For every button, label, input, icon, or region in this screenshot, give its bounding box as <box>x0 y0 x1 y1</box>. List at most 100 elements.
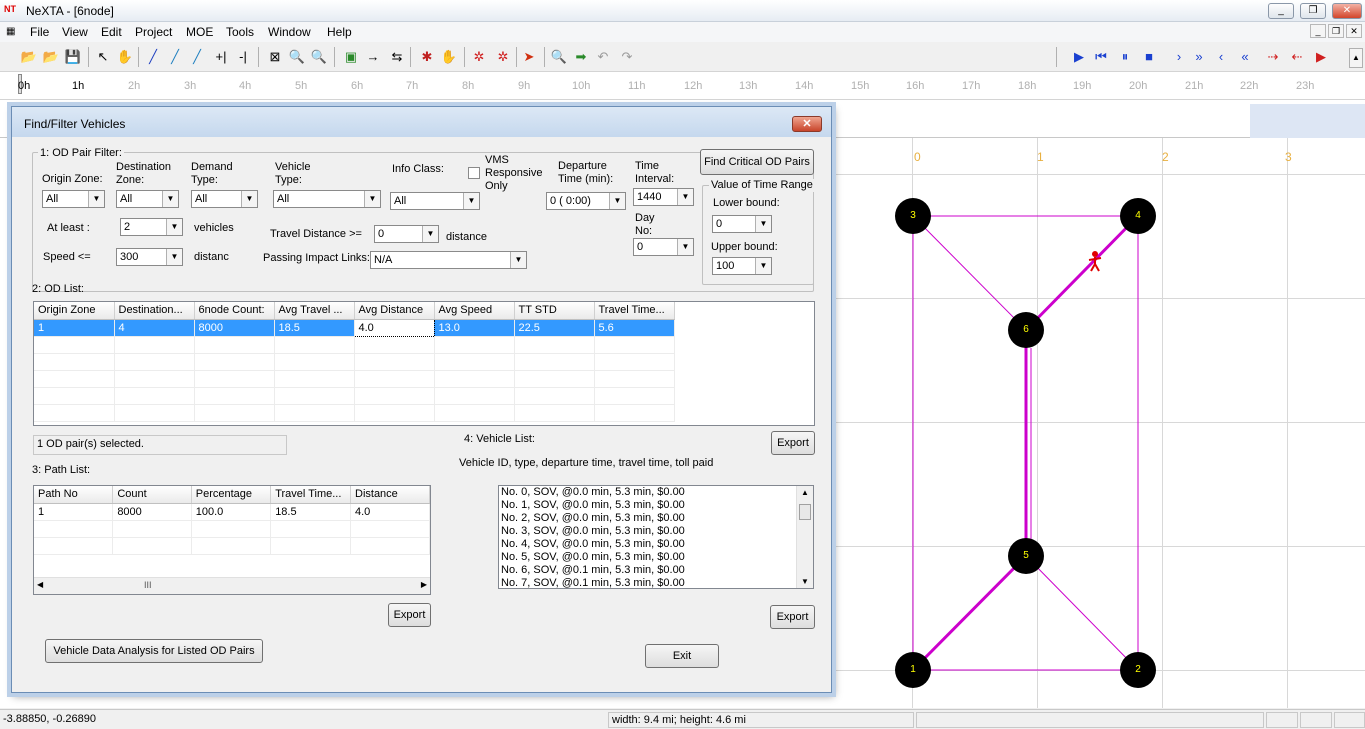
fast-forward-icon[interactable]: » <box>1195 49 1203 64</box>
list-item[interactable]: No. 7, SOV, @0.1 min, 5.3 min, $0.00 <box>501 577 685 589</box>
pause-icon[interactable]: ⏸ <box>1121 49 1129 64</box>
scroll-thumb[interactable] <box>799 504 811 520</box>
network-map[interactable]: 0 1 2 3 3 4 6 5 1 2 <box>832 138 1365 708</box>
vehicle-type-select[interactable]: All ▼ <box>273 190 381 208</box>
column-header[interactable]: 6node Count: <box>194 302 275 320</box>
column-header[interactable]: Travel Time... <box>594 302 675 320</box>
fast-back-icon[interactable]: « <box>1241 49 1249 64</box>
menu-help[interactable]: Help <box>327 25 352 39</box>
list-item[interactable]: No. 1, SOV, @0.0 min, 5.3 min, $0.00 <box>501 499 685 511</box>
stop-icon[interactable]: ■ <box>1145 49 1153 64</box>
destination-star-icon[interactable]: ✲ <box>497 49 509 64</box>
zoom-extent-icon[interactable]: ⊠ <box>269 49 281 64</box>
find-critical-od-pairs-button[interactable]: Find Critical OD Pairs <box>700 149 814 175</box>
at-least-select[interactable]: 2 ▼ <box>120 218 183 236</box>
doc-icon[interactable]: ▦ <box>6 26 16 37</box>
export-arrow-icon[interactable]: ➡ <box>575 49 587 64</box>
menu-project[interactable]: Project <box>135 25 173 39</box>
table-row[interactable]: 1 8000 100.0 18.5 4.0 <box>34 503 430 521</box>
menu-moe[interactable]: MOE <box>186 25 214 39</box>
draw-link-plus-icon[interactable]: ╱ <box>171 49 179 64</box>
zoom-out-icon[interactable]: 🔍 <box>310 49 328 64</box>
table-row[interactable]: 1 4 8000 18.5 4.0 13.0 22.5 5.6 <box>34 318 675 337</box>
open-folder-icon[interactable]: 📂 <box>20 49 38 64</box>
menu-edit[interactable]: Edit <box>101 25 122 39</box>
info-class-select[interactable]: All ▼ <box>390 192 480 210</box>
table-cell[interactable]: 13.0 <box>434 319 515 337</box>
table-cell[interactable]: 8000 <box>194 319 275 337</box>
column-header[interactable]: Avg Travel ... <box>274 302 355 320</box>
scroll-thumb[interactable]: III <box>144 580 152 590</box>
undo-icon[interactable]: ↶ <box>597 49 609 64</box>
od-list-grid[interactable]: Origin Zone Destination... 6node Count: … <box>33 301 815 426</box>
time-interval-select[interactable]: 1440 ▼ <box>633 188 694 206</box>
column-header[interactable]: Origin Zone <box>34 302 115 320</box>
menu-tools[interactable]: Tools <box>226 25 255 39</box>
rewind-start-icon[interactable]: ⏮ <box>1095 49 1107 64</box>
vehicle-export-top-button[interactable]: Export <box>771 431 815 455</box>
menu-file[interactable]: File <box>30 25 50 39</box>
timeline-slider-handle[interactable] <box>18 74 22 94</box>
speed-select[interactable]: 300 ▼ <box>116 248 183 266</box>
save-icon[interactable]: 💾 <box>64 49 82 64</box>
vehicle-listbox[interactable]: No. 0, SOV, @0.0 min, 5.3 min, $0.00 No.… <box>498 485 814 589</box>
vehicle-list-vscrollbar[interactable]: ▲ ▼ <box>796 486 813 588</box>
table-cell[interactable]: 4 <box>114 319 195 337</box>
table-cell[interactable]: 1 <box>34 503 114 521</box>
step-forward-icon[interactable]: › <box>1176 49 1182 64</box>
redo-icon[interactable]: ↷ <box>621 49 633 64</box>
table-cell[interactable]: 5.6 <box>594 319 675 337</box>
dialog-close-button[interactable]: ✕ <box>792 116 822 132</box>
column-header[interactable]: Count <box>112 486 192 504</box>
column-header[interactable]: Avg Distance <box>354 302 435 320</box>
node-5[interactable]: 5 <box>1008 538 1044 574</box>
add-node-icon[interactable]: +| <box>215 49 227 64</box>
play-icon[interactable]: ▶ <box>1074 49 1084 64</box>
departure-time-select[interactable]: 0 ( 0:00) ▼ <box>546 192 626 210</box>
origin-zone-select[interactable]: All ▼ <box>42 190 105 208</box>
vehicle-path-icon[interactable]: ➤ <box>523 49 535 64</box>
column-header[interactable]: Path No <box>34 486 114 504</box>
column-header[interactable]: Avg Speed <box>434 302 515 320</box>
jump-back-icon[interactable]: ⇠ <box>1291 49 1303 64</box>
table-cell[interactable]: 4.0 <box>350 503 430 521</box>
lower-bound-select[interactable]: 0 ▼ <box>712 215 772 233</box>
table-cell[interactable]: 4.0 <box>353 318 435 337</box>
exit-button[interactable]: Exit <box>645 644 719 668</box>
mdi-restore-button[interactable]: ❐ <box>1328 24 1344 38</box>
path-list-hscrollbar[interactable]: ◀ III ▶ <box>34 577 430 594</box>
upper-bound-select[interactable]: 100 ▼ <box>712 257 772 275</box>
vehicle-data-analysis-button[interactable]: Vehicle Data Analysis for Listed OD Pair… <box>45 639 263 663</box>
table-cell[interactable]: 100.0 <box>191 503 272 521</box>
bidirectional-arrow-icon[interactable]: ⇆ <box>391 49 403 64</box>
node-1[interactable]: 1 <box>895 652 931 688</box>
day-no-select[interactable]: 0 ▼ <box>633 238 694 256</box>
vms-responsive-checkbox[interactable] <box>468 167 480 179</box>
jump-forward-icon[interactable]: ⇢ <box>1267 49 1279 64</box>
demand-type-select[interactable]: All ▼ <box>191 190 258 208</box>
pan-hand-icon[interactable]: ✋ <box>116 49 134 64</box>
passing-links-select[interactable]: N/A ▼ <box>370 251 527 269</box>
travel-distance-select[interactable]: 0 ▼ <box>374 225 439 243</box>
column-header[interactable]: Travel Time... <box>270 486 351 504</box>
vehicle-export-bottom-button[interactable]: Export <box>770 605 815 629</box>
column-header[interactable]: Percentage <box>191 486 272 504</box>
zoom-in-icon[interactable]: 🔍 <box>288 49 306 64</box>
timeline-ruler[interactable]: 0h 1h 2h 3h 4h 5h 6h 7h 8h 9h 10h 11h 12… <box>0 72 1365 100</box>
maximize-button[interactable]: ❐ <box>1300 3 1326 19</box>
list-item[interactable]: No. 0, SOV, @0.0 min, 5.3 min, $0.00 <box>501 486 685 498</box>
table-cell[interactable]: 1 <box>34 319 115 337</box>
mdi-close-button[interactable]: ✕ <box>1346 24 1362 38</box>
step-back-icon[interactable]: ‹ <box>1218 49 1224 64</box>
node-3[interactable]: 3 <box>895 198 931 234</box>
toolbar-scroll-arrow[interactable]: ▲ <box>1349 48 1363 68</box>
origin-star-icon[interactable]: ✲ <box>473 49 485 64</box>
list-item[interactable]: No. 5, SOV, @0.0 min, 5.3 min, $0.00 <box>501 551 685 563</box>
minimize-button[interactable]: _ <box>1268 3 1294 19</box>
open-project-icon[interactable]: 📂 <box>42 49 60 64</box>
list-item[interactable]: No. 6, SOV, @0.1 min, 5.3 min, $0.00 <box>501 564 685 576</box>
remove-node-icon[interactable]: -| <box>239 49 247 64</box>
list-item[interactable]: No. 4, SOV, @0.0 min, 5.3 min, $0.00 <box>501 538 685 550</box>
node-2[interactable]: 2 <box>1120 652 1156 688</box>
column-header[interactable]: TT STD <box>514 302 595 320</box>
